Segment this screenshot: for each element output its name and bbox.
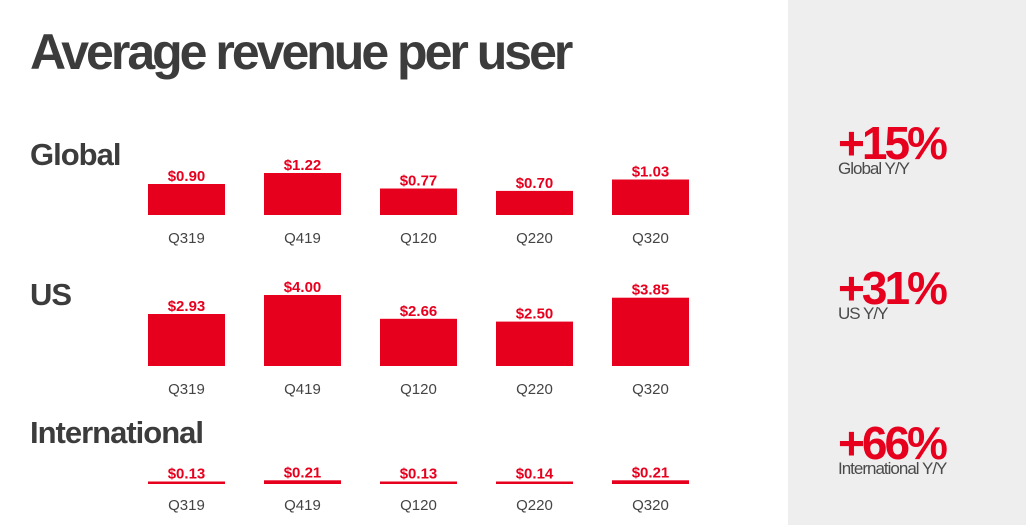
us-bar-q220 (496, 321, 573, 366)
side-panel (788, 0, 1026, 525)
global-arpu-chart: $0.90 Q319 $1.22 Q419 $0.77 Q120 $0.70 Q220 $1.0… (148, 157, 689, 247)
international-arpu-chart: $0.13 Q319 $0.21 Q419 $0.13 Q120 $0.14 Q220 $0.2… (148, 464, 689, 514)
us-bar-q320 (612, 297, 689, 366)
us-x-tick-label: Q319 (168, 381, 205, 398)
global-bar-q419 (264, 173, 341, 215)
global-x-tick-label: Q120 (400, 230, 437, 247)
intl-value-label: $0.13 (400, 466, 438, 483)
section-label-international: International (30, 415, 204, 450)
global-bar-q320 (612, 179, 689, 215)
us-x-tick-label: Q120 (400, 381, 437, 398)
global-growth-stat: +15% Global Y/Y (838, 117, 948, 178)
global-bar-q120 (380, 188, 457, 215)
global-value-label: $1.22 (284, 157, 322, 174)
intl-x-tick-label: Q319 (168, 497, 205, 514)
international-growth-label: International Y/Y (838, 459, 947, 478)
us-value-label: $3.85 (632, 282, 670, 299)
global-value-label: $0.70 (516, 175, 554, 192)
us-x-tick-label: Q220 (516, 381, 553, 398)
intl-bar-q320 (612, 480, 689, 484)
us-arpu-chart: $2.93 Q319 $4.00 Q419 $2.66 Q120 $2.50 Q220 $3.8… (148, 279, 689, 398)
international-growth-stat: +66% International Y/Y (838, 417, 948, 478)
global-value-label: $0.90 (168, 168, 206, 185)
international-growth-value: +66% (838, 417, 948, 469)
us-value-label: $2.93 (168, 298, 206, 315)
intl-x-tick-label: Q120 (400, 497, 437, 514)
intl-bar-q319 (148, 481, 225, 484)
intl-bar-q220 (496, 481, 573, 484)
global-value-label: $0.77 (400, 173, 438, 190)
us-x-tick-label: Q419 (284, 381, 321, 398)
global-x-tick-label: Q320 (632, 230, 669, 247)
intl-value-label: $0.13 (168, 466, 206, 483)
section-label-global: Global (30, 137, 121, 172)
global-x-tick-label: Q220 (516, 230, 553, 247)
us-growth-label: US Y/Y (838, 304, 888, 323)
us-value-label: $2.50 (516, 306, 554, 323)
intl-bar-q419 (264, 480, 341, 484)
global-growth-label: Global Y/Y (838, 159, 910, 178)
us-value-label: $2.66 (400, 303, 438, 320)
section-label-us: US (30, 277, 72, 312)
intl-value-label: $0.21 (632, 464, 670, 481)
page-title: Average revenue per user (30, 24, 573, 80)
intl-x-tick-label: Q320 (632, 497, 669, 514)
global-x-tick-label: Q319 (168, 230, 205, 247)
global-bar-q319 (148, 184, 225, 215)
global-growth-value: +15% (838, 117, 948, 169)
global-value-label: $1.03 (632, 164, 670, 181)
global-x-tick-label: Q419 (284, 230, 321, 247)
us-growth-stat: +31% US Y/Y (838, 262, 948, 323)
us-bar-q120 (380, 318, 457, 366)
us-value-label: $4.00 (284, 279, 322, 296)
us-bar-q419 (264, 295, 341, 366)
global-bar-q220 (496, 190, 573, 215)
intl-bar-q120 (380, 481, 457, 484)
us-growth-value: +31% (838, 262, 948, 314)
intl-x-tick-label: Q220 (516, 497, 553, 514)
us-bar-q319 (148, 314, 225, 366)
intl-value-label: $0.14 (516, 466, 554, 483)
us-x-tick-label: Q320 (632, 381, 669, 398)
intl-value-label: $0.21 (284, 464, 322, 481)
intl-x-tick-label: Q419 (284, 497, 321, 514)
